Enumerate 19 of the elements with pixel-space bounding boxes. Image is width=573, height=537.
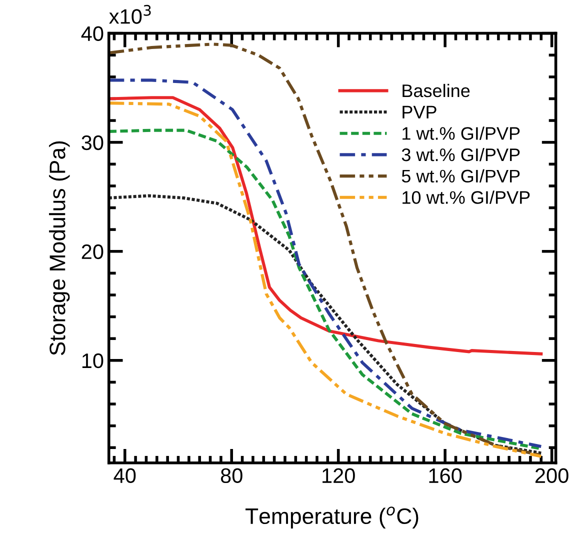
legend-label: Baseline xyxy=(402,84,470,98)
text: x10$^{3}$ xyxy=(109,4,151,24)
x-tick-label: 80 xyxy=(220,468,242,484)
x-tick-label: 40 xyxy=(114,468,136,484)
x-tick-label: 200 xyxy=(535,468,568,484)
y-axis-title: Storage Modulus (Pa) xyxy=(49,141,70,356)
legend-label: PVP xyxy=(402,106,436,118)
x-axis-title: Temperature ($^{o}$C) xyxy=(246,506,418,528)
x-tick-label: 160 xyxy=(429,468,462,484)
legend-label: 3 wt.% GI/PVP xyxy=(402,148,520,162)
legend-label: 5 wt.% GI/PVP xyxy=(402,169,520,183)
legend-label: 1 wt.% GI/PVP xyxy=(402,126,520,140)
x-tick-label: 120 xyxy=(322,468,355,484)
y-tick-label: 20 xyxy=(82,244,104,260)
y-tick-label: 10 xyxy=(82,353,104,368)
y-tick-label: 30 xyxy=(82,135,104,150)
y-tick-label: 40 xyxy=(81,26,104,42)
legend-label: 10 wt.% GI/PVP xyxy=(402,190,530,204)
line-series xyxy=(108,96,543,356)
